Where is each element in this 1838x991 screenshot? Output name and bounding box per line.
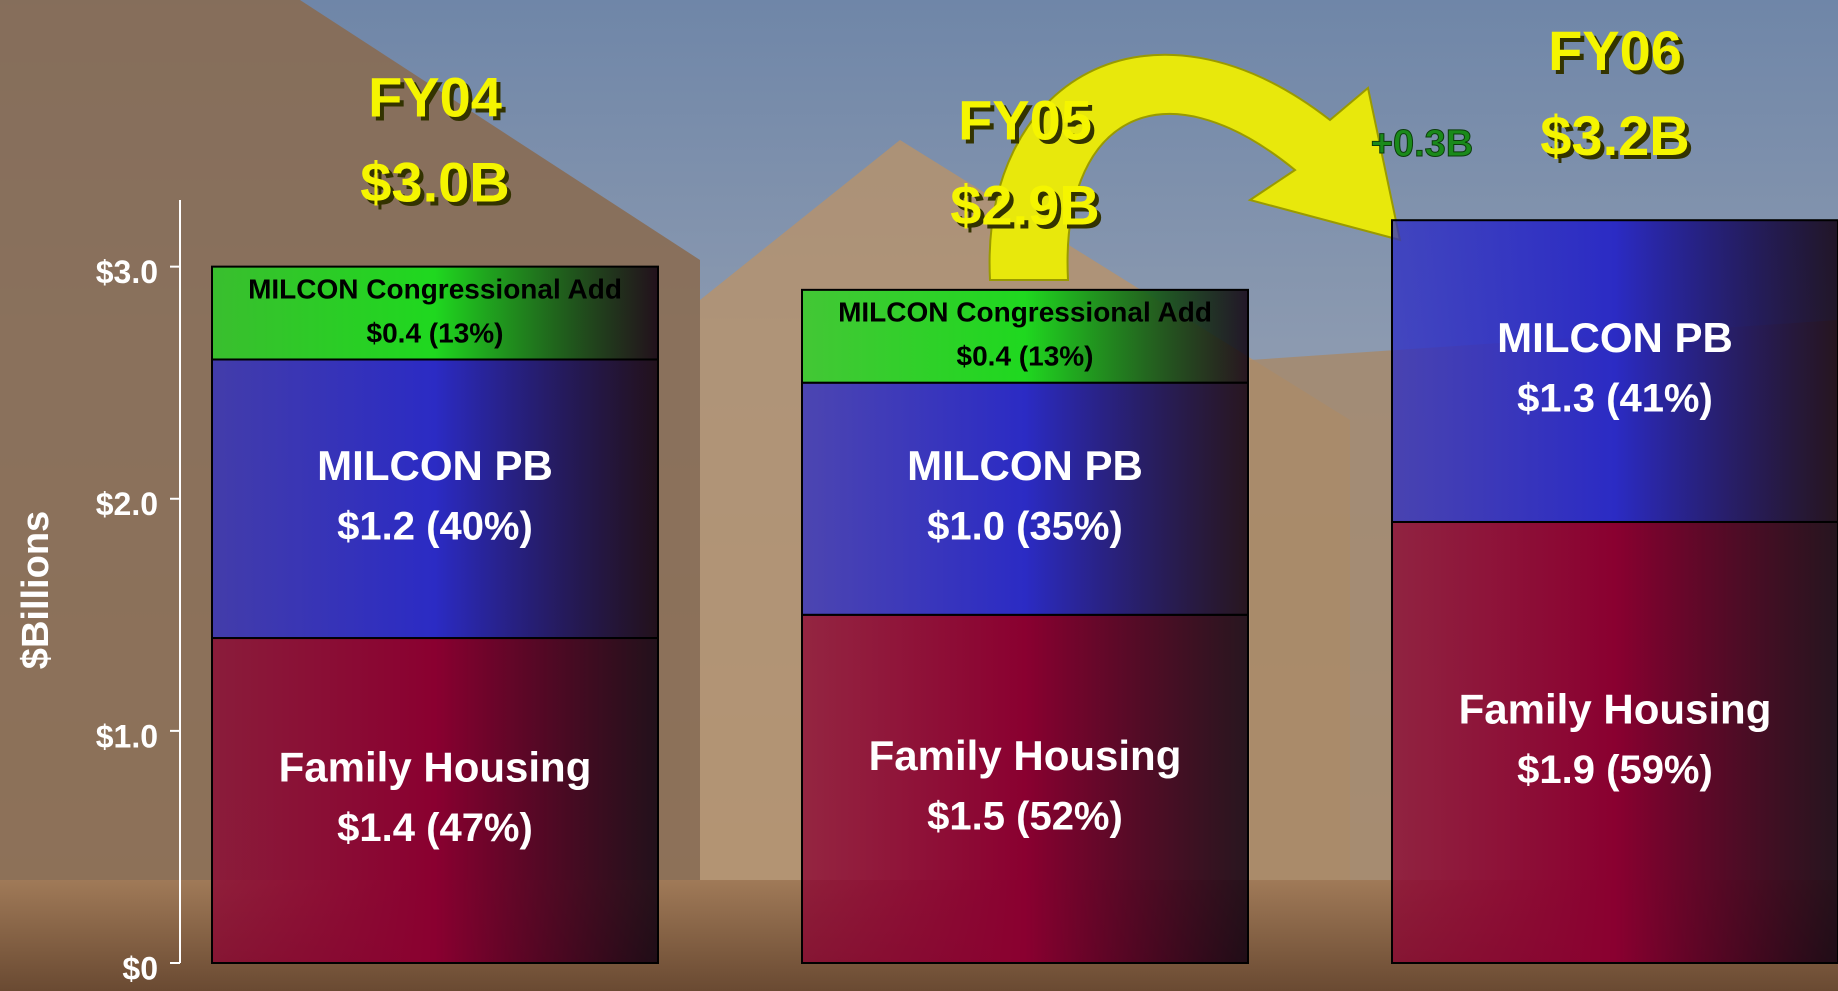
bar-segment xyxy=(802,615,1248,963)
bar-segment xyxy=(802,383,1248,615)
segment-name: MILCON Congressional Add xyxy=(248,273,622,304)
y-tick-label: $1.0 xyxy=(96,718,158,754)
segment-label: $0.4 (13%) xyxy=(957,341,1094,372)
segment-name: MILCON PB xyxy=(1497,314,1733,361)
segment-name: MILCON PB xyxy=(317,442,553,489)
annotation: +0.3B xyxy=(1371,123,1473,165)
bar-segment xyxy=(212,359,658,638)
bar-segment xyxy=(1392,220,1838,522)
segment-name: MILCON PB xyxy=(907,442,1143,489)
segment-label: $1.4 (47%) xyxy=(337,806,533,850)
total-label: $3.2B xyxy=(1540,104,1689,167)
segment-label: $1.3 (41%) xyxy=(1517,377,1713,421)
segment-label: $1.9 (59%) xyxy=(1517,748,1713,792)
segment-name: Family Housing xyxy=(869,732,1182,779)
y-tick-label: $3.0 xyxy=(96,254,158,290)
category-label: FY05 xyxy=(958,89,1092,152)
segment-label: $1.2 (40%) xyxy=(337,504,533,548)
segment-label: $1.0 (35%) xyxy=(927,504,1123,548)
total-label: $3.0B xyxy=(360,150,509,213)
total-label: $2.9B xyxy=(950,174,1099,237)
category-label: FY04 xyxy=(368,65,502,128)
bar-segment xyxy=(212,638,658,963)
segment-name: MILCON Congressional Add xyxy=(838,297,1212,328)
bar-segment xyxy=(1392,522,1838,963)
chart: +0.3B $Billions $0 $1.0 $2.0 $3.0 Family Hou… xyxy=(0,0,1838,991)
segment-name: Family Housing xyxy=(1459,686,1772,733)
y-axis-label: $Billions xyxy=(15,511,57,669)
page: +0.3B $Billions $0 $1.0 $2.0 $3.0 Family Hou… xyxy=(0,0,1838,991)
y-tick-label: $2.0 xyxy=(96,486,158,522)
category-label: FY06 xyxy=(1548,19,1682,82)
segment-label: $1.5 (52%) xyxy=(927,794,1123,838)
segment-name: Family Housing xyxy=(279,744,592,791)
y-tick-label: $0 xyxy=(122,950,158,986)
segment-label: $0.4 (13%) xyxy=(367,317,504,348)
